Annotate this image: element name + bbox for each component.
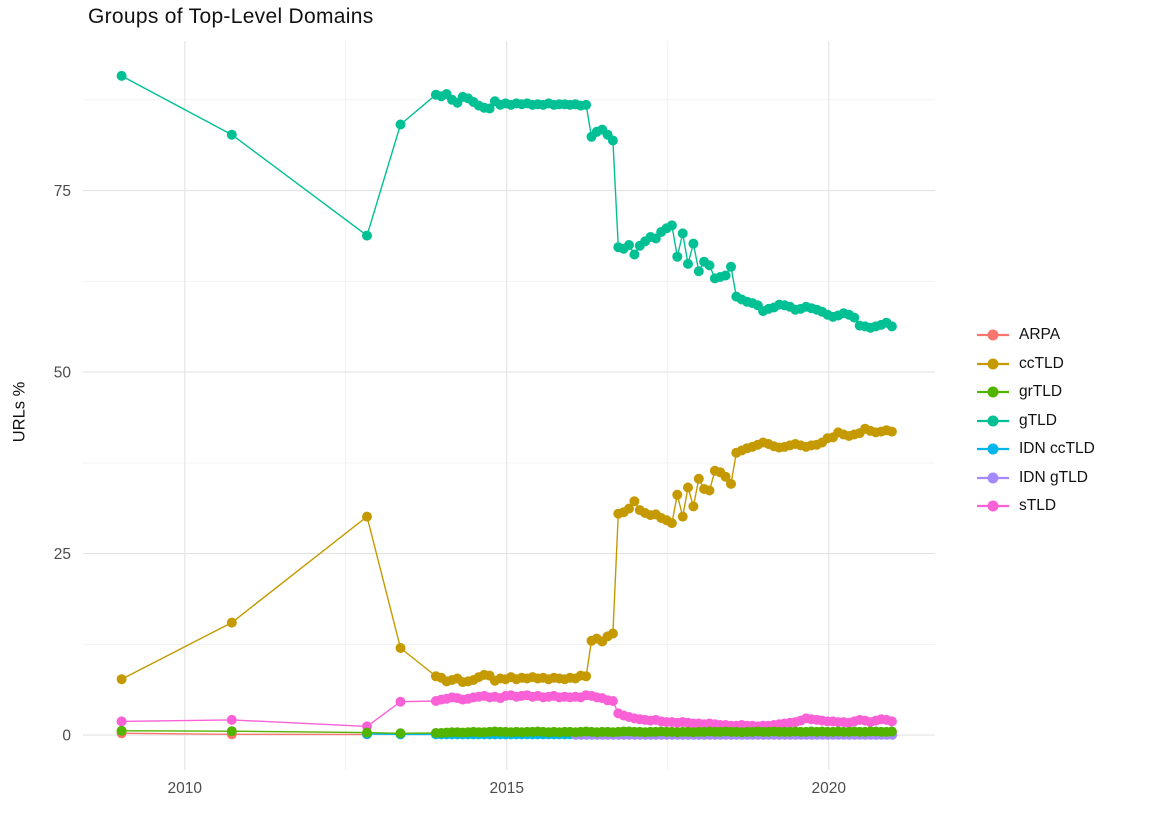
legend-key-icon — [977, 415, 1009, 427]
y-tick-label: 25 — [54, 546, 71, 563]
legend-label: grTLD — [1019, 383, 1063, 401]
legend-key-icon — [977, 472, 1009, 484]
x-tick-label: 2020 — [811, 780, 846, 797]
y-tick-label: 75 — [54, 183, 71, 200]
legend-key-icon — [977, 500, 1009, 512]
y-axis-title: URLs % — [10, 381, 29, 443]
legend-label: IDN ccTLD — [1019, 440, 1095, 458]
legend-item-arpa: ARPA — [976, 321, 1095, 350]
series-arpa — [116, 728, 372, 740]
legend-item-idn-cctld: IDN ccTLD — [976, 435, 1095, 464]
legend-item-gtld: gTLD — [976, 407, 1095, 436]
gridlines — [83, 41, 935, 770]
x-tick-label: 2015 — [489, 780, 523, 797]
legend-label: IDN gTLD — [1019, 468, 1088, 486]
series-grtld — [116, 725, 897, 739]
y-tick-label: 0 — [62, 728, 71, 745]
legend-item-cctld: ccTLD — [976, 350, 1095, 379]
legend-key-icon — [977, 358, 1009, 370]
legend-item-grtld: grTLD — [976, 378, 1095, 407]
legend-key-icon — [977, 443, 1009, 455]
legend-label: ccTLD — [1019, 354, 1064, 372]
legend-item-idn-gtld: IDN gTLD — [976, 464, 1095, 493]
legend-key-icon — [977, 329, 1009, 341]
legend-label: gTLD — [1019, 411, 1057, 429]
legend-label: ARPA — [1019, 326, 1061, 344]
series-cctld — [116, 423, 897, 688]
chart-title: Groups of Top-Level Domains — [88, 5, 374, 28]
series-gtld — [116, 70, 897, 333]
x-tick-label: 2010 — [168, 780, 203, 797]
legend-key-icon — [977, 386, 1009, 398]
legend-item-stld: sTLD — [976, 492, 1095, 521]
legend: ARPA ccTLD grTLD gTLD IDN ccTLD IDN gTLD sTLD — [976, 321, 1095, 521]
legend-label: sTLD — [1019, 497, 1057, 515]
y-tick-label: 50 — [54, 365, 72, 382]
